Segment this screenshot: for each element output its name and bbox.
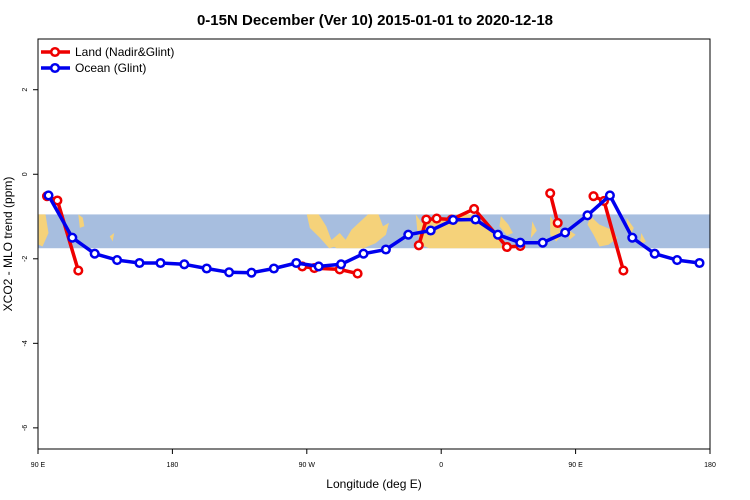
land-patch [109, 233, 115, 242]
land-patch [639, 233, 646, 245]
y-tick-label: -6 [22, 425, 29, 431]
data-point [421, 214, 432, 225]
data-point [501, 241, 512, 253]
legend-item-land: Land (Nadir&Glint) [41, 45, 174, 59]
data-point [52, 195, 63, 206]
data-point [515, 237, 526, 248]
legend-label-ocean: Ocean (Glint) [75, 61, 146, 75]
data-point [694, 257, 705, 269]
data-point [560, 227, 571, 238]
data-point [246, 267, 257, 278]
data-point [552, 217, 563, 228]
x-tick-label: 180 [704, 462, 716, 469]
land-patch [38, 214, 49, 247]
data-point [268, 263, 279, 274]
data-point [425, 225, 436, 236]
legend-item-ocean: Ocean (Glint) [41, 61, 146, 75]
series-line [548, 192, 560, 224]
data-point [492, 229, 503, 240]
x-axis-label: Longitude (deg E) [326, 477, 421, 491]
x-tick-label: 180 [167, 462, 179, 469]
data-point [431, 213, 442, 224]
data-point [672, 255, 683, 266]
data-point [413, 240, 424, 251]
data-point [73, 265, 84, 276]
land-patch [587, 216, 618, 247]
data-point [112, 255, 123, 266]
land-patch [499, 216, 513, 236]
data-point [358, 248, 369, 259]
data-point [582, 210, 593, 221]
data-point [588, 191, 599, 202]
legend: Land (Nadir&Glint) Ocean (Glint) [41, 45, 174, 75]
y-tick-label: -2 [22, 256, 29, 262]
land-patch [306, 214, 336, 249]
data-point [649, 248, 660, 259]
data-point [627, 232, 638, 243]
y-tick-label: -4 [22, 340, 29, 346]
data-point [155, 257, 166, 269]
data-point [134, 257, 145, 269]
y-tick-label: 2 [22, 88, 29, 92]
data-point [470, 214, 481, 225]
data-point [352, 268, 363, 279]
x-axis: 90 E 180 90 W 0 90 E 180 [31, 449, 716, 469]
data-point [313, 261, 324, 272]
plot-area [37, 38, 711, 450]
x-tick-label: 90 W [299, 462, 316, 469]
data-point [336, 259, 347, 270]
data-point [448, 214, 459, 225]
data-point [380, 244, 391, 255]
data-point [67, 232, 78, 243]
series-ocean [43, 190, 705, 278]
series-layer [41, 188, 705, 279]
data-point [545, 188, 556, 199]
data-point [403, 229, 414, 240]
series-line [302, 264, 358, 276]
land-patch [626, 217, 634, 239]
data-point [537, 237, 548, 248]
legend-label-land: Land (Nadir&Glint) [75, 45, 174, 59]
x-tick-label: 90 E [31, 462, 46, 469]
chart-title: 0-15N December (Ver 10) 2015-01-01 to 20… [197, 12, 553, 29]
data-point [224, 267, 235, 278]
data-point [89, 248, 100, 259]
y-axis: 2 0 -2 -4 -6 [22, 88, 38, 431]
data-point [291, 257, 302, 269]
y-tick-label: 0 [22, 172, 29, 176]
data-point [43, 190, 54, 201]
data-point [469, 203, 480, 214]
data-point [179, 259, 190, 270]
data-point [618, 265, 629, 276]
land-patch [327, 214, 389, 249]
y-axis-label: XCO2 - MLO trend (ppm) [1, 177, 15, 312]
land-patch [530, 221, 537, 239]
x-tick-label: 90 E [568, 462, 583, 469]
x-tick-label: 0 [439, 462, 443, 469]
land-patch [78, 214, 85, 228]
data-point [201, 263, 212, 274]
data-point [604, 190, 615, 201]
